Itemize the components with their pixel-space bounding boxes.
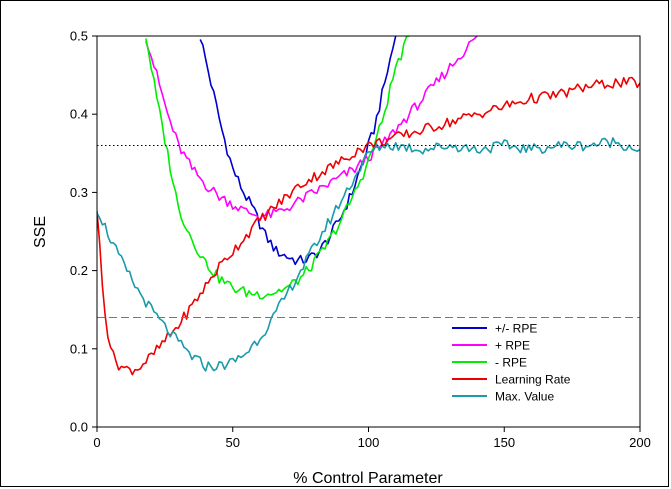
y-tick-label: 0.4 — [70, 107, 88, 122]
legend: +/- RPE + RPE - RPE Learning Rate Max. Value — [452, 322, 571, 404]
axes: 0 50 100 150 200 0.0 0.1 0.2 0.3 0.4 0.5 — [70, 29, 651, 451]
legend-label-max-value: Max. Value — [495, 390, 554, 404]
series-line--rpe — [145, 36, 410, 300]
x-tick-label: 50 — [226, 435, 240, 450]
plot-border — [96, 35, 641, 428]
reference-lines — [97, 144, 640, 319]
x-tick-label: 0 — [93, 435, 100, 450]
y-tick-label: 0.0 — [70, 420, 88, 435]
x-tick-label: 100 — [358, 435, 380, 450]
series-line--rpe — [145, 36, 478, 222]
legend-label--rpe: - RPE — [495, 356, 527, 370]
series-line-learning-rate — [97, 76, 640, 376]
plot-lines — [97, 36, 640, 376]
y-tick-label: 0.3 — [70, 185, 88, 200]
legend-label-learning-rate: Learning Rate — [495, 373, 571, 387]
x-tick-label: 200 — [629, 435, 651, 450]
series-line-max-value — [97, 137, 640, 372]
y-tick-label: 0.2 — [70, 263, 88, 278]
x-axis-title: % Control Parameter — [293, 470, 443, 487]
x-tick-label: 150 — [493, 435, 515, 450]
y-axis-title: SSE — [32, 216, 49, 248]
series-line--rpe — [199, 36, 397, 266]
legend-label--rpe: +/- RPE — [495, 322, 537, 336]
y-tick-label: 0.1 — [70, 341, 88, 356]
y-tick-label: 0.5 — [70, 29, 88, 44]
legend-label--rpe: + RPE — [495, 339, 530, 353]
